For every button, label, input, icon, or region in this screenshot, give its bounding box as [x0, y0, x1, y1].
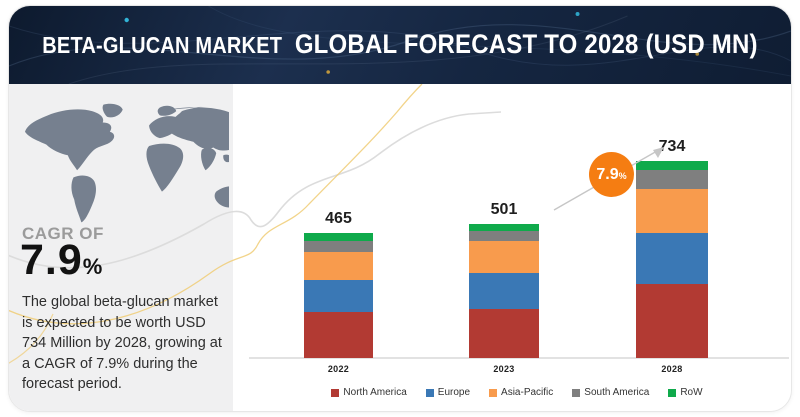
network-lines-decoration: [9, 6, 791, 84]
bar-value-label: 734: [658, 138, 686, 156]
bar-stack-2022: [304, 233, 373, 358]
legend-swatch: [489, 388, 498, 397]
bar-segment-south-america: [304, 240, 373, 252]
bar-segment-south-america: [636, 170, 708, 189]
bar-segment-row: [304, 233, 373, 241]
header-banner: BETA-GLUCAN MARKET GLOBAL FORECAST TO 20…: [9, 6, 791, 84]
cagr-number: 7.9: [20, 236, 83, 284]
legend-label: Asia-Pacific: [501, 387, 554, 398]
bar-stack-2028: [636, 161, 708, 358]
content-area: CAGR OF 7.9% The global beta-glucan mark…: [9, 84, 791, 411]
legend-swatch: [668, 388, 677, 397]
legend-item-europe: Europe: [425, 387, 471, 398]
page-title: BETA-GLUCAN MARKET GLOBAL FORECAST TO 20…: [42, 29, 758, 60]
chart-legend: North America Europe Asia-Pacific South Ame…: [241, 387, 791, 398]
bar-segment-row: [636, 161, 708, 171]
bar-segment-asia-pacific: [304, 251, 373, 280]
bar-segment-north-america: [636, 284, 708, 358]
x-axis-tick-label: 2022: [327, 364, 350, 374]
legend-swatch: [425, 388, 434, 397]
legend-swatch: [572, 388, 581, 397]
legend-label: RoW: [680, 387, 703, 398]
bar-segment-asia-pacific: [636, 188, 708, 233]
legend-item-north-america: North America: [331, 387, 407, 398]
bar-segment-north-america: [469, 308, 539, 358]
cagr-badge-percent-sign: %: [618, 171, 627, 181]
bar-segment-europe: [636, 232, 708, 285]
bar-segment-europe: [469, 273, 539, 309]
legend-label: Europe: [437, 387, 471, 398]
legend-item-asia-pacific: Asia-Pacific: [489, 387, 553, 398]
cagr-badge-number: 7.9: [596, 165, 619, 183]
cagr-percent-sign: %: [82, 254, 104, 279]
market-summary-text: The global beta-glucan market is expecte…: [22, 294, 222, 392]
legend-item-south-america: South America: [572, 387, 649, 398]
page-title-market: BETA-GLUCAN MARKET: [42, 33, 283, 59]
bar-segment-row: [469, 223, 539, 231]
legend-label: South America: [584, 387, 650, 398]
legend-swatch: [331, 388, 340, 397]
bar-stack-2023: [469, 223, 539, 358]
cagr-label: CAGR OF: [22, 224, 104, 243]
bar-value-label: 465: [325, 210, 352, 228]
cagr-badge: 7.9%: [589, 152, 634, 197]
x-axis-tick-label: 2028: [661, 364, 683, 374]
bar-segment-asia-pacific: [469, 241, 539, 274]
bar-value-label: 501: [490, 200, 518, 218]
cagr-value: 7.9%: [20, 236, 103, 285]
page-title-forecast: GLOBAL FORECAST TO 2028 (USD MN): [294, 29, 758, 60]
legend-label: North America: [343, 387, 407, 398]
bar-segment-north-america: [304, 312, 373, 358]
bar-segment-europe: [304, 279, 373, 313]
x-axis-tick-label: 2023: [493, 364, 515, 374]
bar-segment-south-america: [469, 230, 539, 242]
infographic-card: BETA-GLUCAN MARKET GLOBAL FORECAST TO 20…: [8, 5, 792, 412]
legend-item-row: RoW: [668, 387, 703, 398]
x-axis-line: [249, 357, 789, 359]
world-map-graphic: [24, 103, 229, 223]
